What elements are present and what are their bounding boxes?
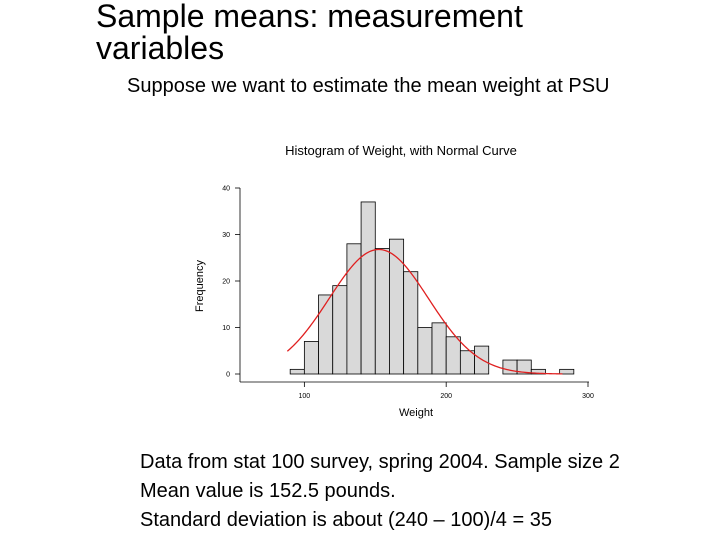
histogram-bar	[374, 248, 390, 375]
histogram-bar	[360, 201, 376, 375]
histogram-bar	[559, 368, 575, 375]
slide-title: Sample means: measurement variables	[96, 0, 523, 66]
x-axis-label: Weight	[399, 407, 433, 419]
x-tick-label: 300	[582, 393, 594, 400]
note-line-sd: Standard deviation is about (240 – 100)/…	[140, 509, 552, 531]
bars-group	[289, 201, 575, 375]
histogram-bar	[417, 327, 433, 375]
histogram-bar	[445, 336, 461, 375]
axes-group: 100 200 300 0 10 20 30 40	[222, 186, 594, 401]
histogram-bar	[303, 341, 319, 375]
histogram-bar	[459, 350, 475, 375]
histogram-bar	[403, 271, 419, 375]
normal-curve	[286, 248, 563, 375]
x-tick-label: 100	[299, 393, 311, 400]
histogram-bar	[431, 322, 447, 375]
y-tick-label: 0	[226, 372, 230, 379]
y-tick-label: 40	[222, 186, 230, 193]
histogram-bar	[332, 285, 348, 375]
y-axis-label: Frequency	[194, 260, 206, 312]
histogram-bar	[516, 359, 532, 375]
histogram-chart: Histogram of Weight, with Normal Curve 1…	[194, 143, 594, 419]
notes-block: Data from stat 100 survey, spring 2004. …	[140, 448, 720, 535]
histogram-bar	[530, 368, 546, 375]
y-tick-label: 10	[222, 325, 230, 332]
histogram-bar	[289, 368, 305, 375]
histogram-bar	[502, 359, 518, 375]
y-tick-label: 30	[222, 232, 230, 239]
note-line-sample-size: Data from stat 100 survey, spring 2004. …	[140, 451, 620, 473]
y-tick-label: 20	[222, 279, 230, 286]
slide-subtitle: Suppose we want to estimate the mean wei…	[127, 75, 610, 97]
note-line-mean: Mean value is 152.5 pounds.	[140, 480, 396, 502]
x-tick-label: 200	[440, 393, 452, 400]
histogram-bar	[318, 294, 334, 375]
histogram-bar	[389, 238, 405, 375]
chart-title: Histogram of Weight, with Normal Curve	[285, 143, 517, 158]
